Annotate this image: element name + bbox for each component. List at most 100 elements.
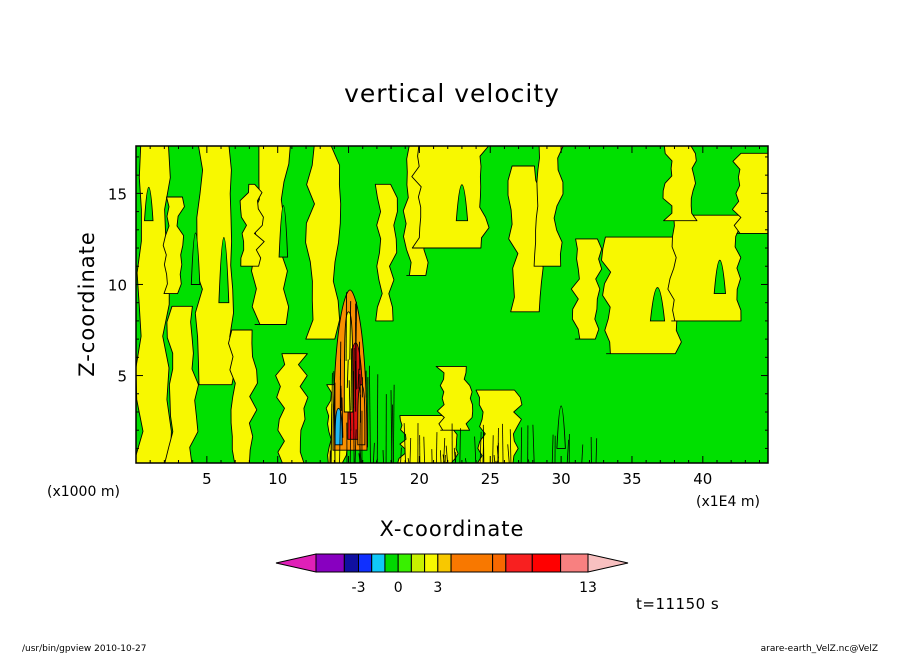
colorbar-min-triangle xyxy=(275,553,317,573)
x-axis: 5 10 15 20 25 30 35 40 xyxy=(149,146,760,488)
updraft-region xyxy=(275,353,309,463)
contour-line xyxy=(532,424,535,463)
updraft-region xyxy=(731,152,768,234)
colorbar-segment xyxy=(410,553,426,573)
plot-area: 5 10 15 20 25 30 35 40 5 10 15 xyxy=(108,145,769,488)
convective-core xyxy=(334,407,343,446)
colorbar-segment xyxy=(358,553,373,573)
colorbar-tick-label: 0 xyxy=(394,580,403,596)
colorbar-segment xyxy=(397,553,412,573)
contour-line xyxy=(358,453,361,463)
contour-line xyxy=(442,454,445,463)
downdraft-region xyxy=(649,287,666,322)
contour-line xyxy=(376,374,379,463)
colorbar-ticks: -3 0 3 13 xyxy=(352,580,597,596)
downdraft-region xyxy=(190,232,201,285)
downdraft-region xyxy=(455,184,469,222)
contour-line xyxy=(509,429,512,463)
velocity-field xyxy=(136,146,768,463)
y-axis-label: Z-coordinate xyxy=(75,231,99,377)
updraft-region xyxy=(162,196,185,295)
downdraft-region xyxy=(713,259,726,295)
contour-line xyxy=(372,442,375,463)
colorbar-segment xyxy=(437,553,452,573)
updraft-region xyxy=(570,238,603,340)
contour-line xyxy=(520,427,523,463)
contour-line xyxy=(595,438,598,463)
x-tick-label: 35 xyxy=(622,470,641,488)
x-tick-label: 20 xyxy=(410,470,429,488)
contour-line xyxy=(409,437,412,463)
colorbar-segment xyxy=(492,553,507,573)
downdraft-region xyxy=(218,237,230,304)
downdraft-region xyxy=(556,405,566,449)
updraft-region xyxy=(193,146,237,386)
updraft-region xyxy=(533,146,564,267)
contour-line xyxy=(400,447,402,463)
colorbar-tick-label: 13 xyxy=(579,580,597,596)
contour-line xyxy=(369,365,371,463)
contour-line xyxy=(482,424,485,463)
colorbar-segment xyxy=(384,553,399,573)
downdraft-region xyxy=(144,186,154,222)
x-unit-label: (x1E4 m) xyxy=(696,494,760,510)
contour-line xyxy=(479,431,482,463)
updraft-region xyxy=(305,146,342,340)
y-axis: 5 10 15 xyxy=(108,156,768,449)
colorbar-segment xyxy=(560,553,589,573)
x-tick-label: 30 xyxy=(552,470,571,488)
contour-line xyxy=(354,429,357,463)
colorbar-segment xyxy=(315,553,345,573)
contour-line xyxy=(507,444,510,463)
colorbar-tick-label: 3 xyxy=(433,580,442,596)
x-tick-label: 15 xyxy=(339,470,358,488)
contour-line xyxy=(390,390,393,463)
colorbar-segment xyxy=(531,553,562,573)
colorbar-segment xyxy=(505,553,533,573)
contour-line xyxy=(423,436,425,463)
contour-line xyxy=(551,434,554,463)
updraft-region xyxy=(662,146,698,222)
contour-line xyxy=(496,445,499,463)
footer-left: /usr/bin/gpview 2010-10-27 xyxy=(22,644,146,654)
updraft-region xyxy=(374,183,398,322)
downdraft-region xyxy=(278,205,289,258)
contour-line xyxy=(355,301,357,371)
contour-line xyxy=(407,458,410,463)
contour-line xyxy=(502,423,504,463)
plot-frame xyxy=(135,145,769,464)
contour-line xyxy=(349,301,352,360)
contour-line xyxy=(330,403,333,463)
updraft-region xyxy=(667,214,743,322)
contour-line xyxy=(493,455,496,463)
y-tick-label: 5 xyxy=(117,368,127,386)
colorbar-segment xyxy=(371,553,386,573)
contour-line xyxy=(474,436,477,463)
contour-line xyxy=(566,439,570,463)
contour-line xyxy=(464,458,467,463)
contour-line xyxy=(357,368,360,389)
footer-right: arare-earth_VelZ.nc@VelZ xyxy=(761,644,878,654)
x-tick-label: 40 xyxy=(693,470,712,488)
updraft-region xyxy=(250,146,291,325)
updraft-region xyxy=(228,329,258,463)
colorbar-tick-label: -3 xyxy=(352,580,366,596)
x-axis-label: X-coordinate xyxy=(380,517,525,541)
y-tick-label: 10 xyxy=(108,276,127,294)
contour-line xyxy=(459,428,461,463)
time-label: t=11150 s xyxy=(636,595,719,613)
contour-line xyxy=(346,359,349,388)
contour-line xyxy=(333,371,336,463)
contour-line xyxy=(349,411,352,431)
x-tick-label: 25 xyxy=(481,470,500,488)
colorbar xyxy=(275,553,629,573)
contour-line xyxy=(341,397,344,438)
convective-core xyxy=(357,384,366,446)
updraft-region xyxy=(411,146,490,249)
contour-line xyxy=(350,348,353,411)
x-tick-label: 5 xyxy=(202,470,212,488)
chart-title: vertical velocity xyxy=(344,79,560,108)
contour-line xyxy=(403,423,406,463)
colorbar-segment xyxy=(450,553,494,573)
